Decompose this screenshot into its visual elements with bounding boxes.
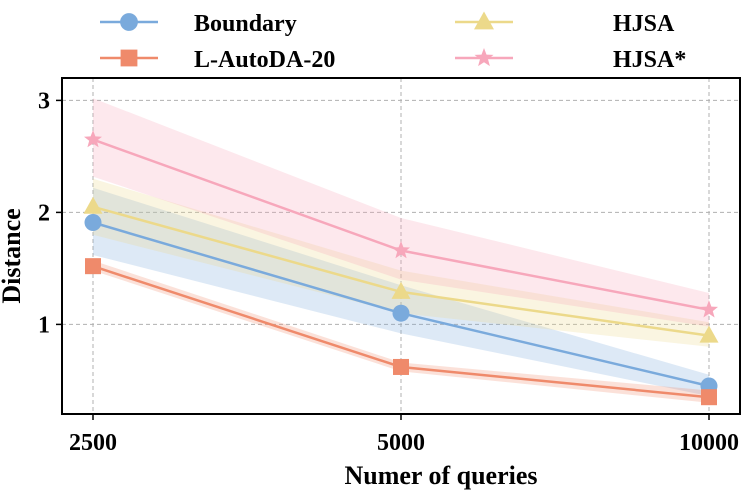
x-tick-label: 5000 [377, 430, 425, 456]
y-tick-label: 2 [38, 200, 50, 226]
x-tick-label: 2500 [69, 430, 117, 456]
legend-label-l-autoda-20: L-AutoDA-20 [194, 47, 335, 73]
x-tick-label: 10000 [679, 430, 739, 456]
legend-marker-hjsa [475, 48, 494, 66]
legend-marker-boundary [120, 13, 138, 31]
line-chart: 2500 5000 10000 1 2 3 Numer of queries Distan… [0, 0, 748, 491]
legend-marker-hjsa [474, 12, 494, 30]
legend: Boundary L-AutoDA-20 HJSA HJSA* [100, 11, 686, 73]
point-l-autoda-20 [85, 258, 101, 274]
legend-marker-l-autoda-20 [121, 50, 138, 67]
x-axis-label: Numer of queries [344, 461, 537, 490]
point-boundary [393, 305, 410, 322]
legend-label-hjsa: HJSA [613, 11, 675, 37]
y-tick-label: 3 [38, 88, 50, 114]
y-tick-label: 1 [38, 312, 50, 338]
legend-label-boundary: Boundary [194, 11, 297, 37]
legend-label-hjsa: HJSA* [613, 47, 686, 73]
point-l-autoda-20 [393, 359, 409, 375]
point-boundary [85, 214, 102, 231]
y-axis-label: Distance [0, 208, 26, 303]
point-l-autoda-20 [701, 389, 717, 405]
